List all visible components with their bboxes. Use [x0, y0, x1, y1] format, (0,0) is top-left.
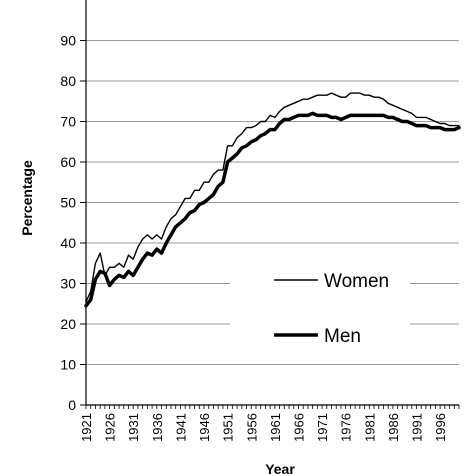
x-tick-label: 1961 [268, 413, 283, 442]
y-tick-label: 90 [60, 33, 76, 49]
x-tick-label: 1981 [362, 413, 377, 442]
axes [80, 0, 460, 409]
y-tick-label: 80 [60, 73, 76, 89]
x-tick-label: 1931 [126, 413, 141, 442]
axis-labels: 0 10 20 30 40 50 60 70 80 90 1921 1926 1931 1936 1941 1… [60, 33, 448, 442]
y-axis-title: Percentage [19, 160, 35, 236]
y-tick-label: 10 [60, 357, 76, 373]
y-tick-label: 20 [60, 316, 76, 332]
y-tick-label: 0 [68, 397, 76, 413]
x-tick-label: 1951 [221, 413, 236, 442]
x-tick-label: 1966 [291, 413, 306, 442]
y-tick-label: 70 [60, 114, 76, 130]
x-tick-label: 1986 [386, 413, 401, 442]
legend-label-men: Men [324, 326, 361, 347]
gridlines [86, 40, 459, 365]
y-tick-label: 50 [60, 195, 76, 211]
y-tick-label: 30 [60, 276, 76, 292]
x-tick-label: 1996 [433, 413, 448, 442]
y-tick-label: 60 [60, 154, 76, 170]
series-line-men [84, 111, 461, 308]
x-tick-label: 1941 [173, 413, 188, 442]
series-lines [84, 92, 461, 308]
legend: Women Men [230, 258, 410, 358]
x-axis-title: Year [265, 461, 295, 474]
x-tick-label: 1956 [244, 413, 259, 442]
x-tick-label: 1946 [197, 413, 212, 442]
series-line-women [85, 92, 460, 303]
x-tick-label: 1926 [103, 413, 118, 442]
x-tick-label: 1976 [339, 413, 354, 442]
y-tick-label: 40 [60, 235, 76, 251]
legend-background [230, 258, 410, 358]
x-tick-label: 1936 [150, 413, 165, 442]
x-tick-label: 1971 [315, 413, 330, 442]
x-tick-label: 1991 [410, 413, 425, 442]
x-tick-label: 1921 [79, 413, 94, 442]
legend-label-women: Women [324, 271, 389, 292]
